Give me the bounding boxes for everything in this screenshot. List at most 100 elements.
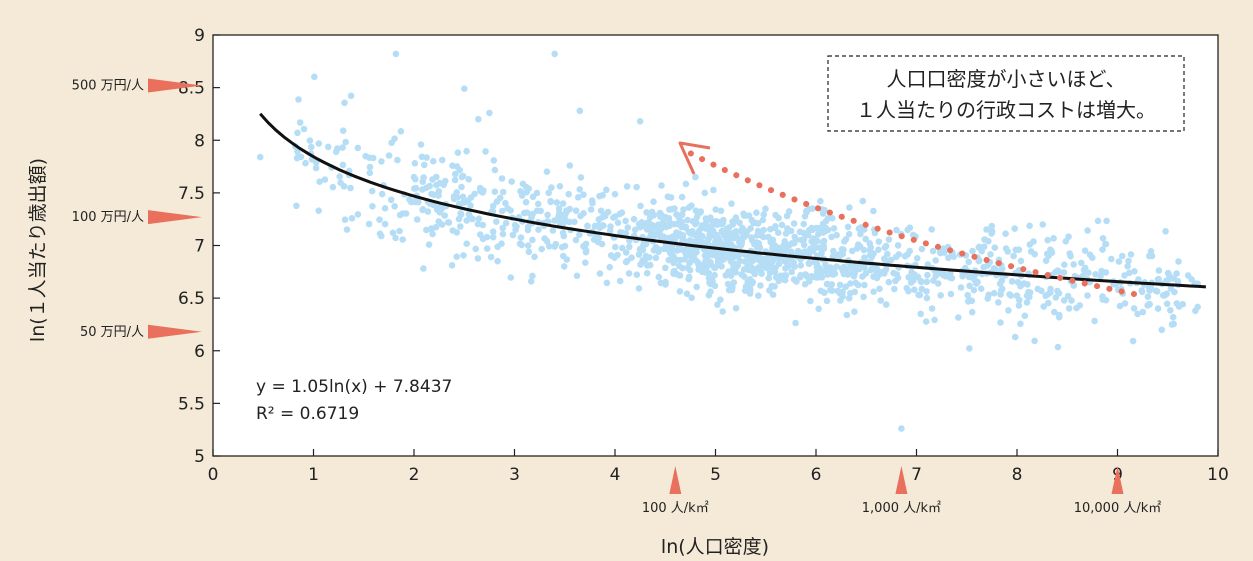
data-point: [483, 245, 491, 252]
data-point: [1038, 287, 1045, 295]
data-point: [646, 261, 654, 269]
data-point: [531, 253, 538, 261]
data-point: [336, 173, 344, 180]
data-point: [1002, 245, 1010, 252]
x-marker-arrow: [1111, 466, 1124, 494]
data-point: [376, 216, 383, 223]
data-point: [881, 256, 889, 264]
data-point: [1155, 267, 1163, 274]
data-point: [805, 259, 813, 267]
data-point: [791, 233, 798, 241]
data-point: [836, 253, 843, 260]
data-point: [747, 225, 754, 232]
data-point: [749, 266, 756, 274]
data-point: [801, 280, 809, 288]
y-marker-label: 50 万円/人: [80, 325, 144, 340]
data-point: [347, 184, 354, 192]
x-tick-label: 8: [1012, 465, 1023, 485]
data-point: [780, 276, 787, 283]
data-point: [987, 251, 994, 258]
data-point: [493, 218, 500, 225]
data-point: [671, 267, 678, 275]
data-point: [800, 220, 807, 228]
data-point: [1184, 272, 1192, 279]
data-point: [573, 272, 581, 280]
data-point: [771, 268, 779, 276]
x-tick-label: 1: [308, 465, 319, 485]
data-point: [1023, 292, 1031, 300]
data-point: [1130, 305, 1138, 312]
data-point: [489, 228, 497, 235]
data-point: [1068, 297, 1075, 304]
data-point: [450, 195, 458, 203]
data-point: [494, 257, 501, 265]
data-point: [616, 210, 623, 218]
data-point: [815, 264, 823, 272]
data-point: [1119, 252, 1126, 260]
data-point: [648, 232, 656, 240]
data-point: [775, 260, 783, 268]
data-point: [686, 266, 694, 274]
data-point: [823, 280, 831, 288]
data-point: [828, 233, 835, 241]
data-point: [648, 226, 655, 234]
data-point: [399, 236, 407, 243]
data-point: [339, 127, 347, 134]
data-point: [499, 188, 507, 196]
data-point: [1060, 297, 1068, 304]
x-tick-label: 2: [409, 465, 420, 485]
data-point: [785, 263, 792, 270]
data-point: [502, 199, 509, 207]
data-point: [599, 191, 606, 199]
data-point: [918, 245, 926, 253]
data-point: [522, 198, 530, 206]
data-point: [1125, 257, 1132, 265]
data-point: [1127, 251, 1135, 258]
data-point: [1154, 276, 1162, 283]
data-point: [312, 164, 320, 172]
data-point: [354, 211, 362, 218]
data-point: [675, 262, 683, 270]
data-point: [1084, 292, 1091, 299]
data-point: [445, 219, 453, 226]
data-point: [1115, 258, 1123, 265]
data-point: [624, 224, 632, 231]
data-point: [1131, 268, 1138, 275]
data-point: [866, 247, 874, 254]
data-point: [923, 278, 931, 286]
data-point: [686, 260, 693, 267]
data-point: [703, 218, 710, 225]
data-point: [857, 230, 864, 238]
data-point: [529, 272, 536, 280]
data-point: [843, 311, 851, 319]
data-point: [769, 258, 776, 265]
data-point: [702, 252, 710, 259]
data-point: [381, 220, 389, 228]
data-point: [682, 224, 689, 231]
data-point: [504, 205, 511, 212]
data-point: [420, 265, 427, 272]
data-point: [461, 85, 468, 92]
data-point: [718, 263, 725, 270]
data-point: [705, 235, 712, 243]
data-point: [877, 297, 884, 304]
data-point: [324, 143, 332, 151]
data-point: [1102, 296, 1110, 304]
data-point: [295, 96, 302, 103]
data-point: [425, 241, 433, 248]
data-point: [413, 216, 421, 223]
data-point: [822, 224, 829, 231]
data-point: [587, 206, 595, 213]
data-point: [820, 242, 827, 250]
data-point: [458, 173, 466, 181]
data-point: [692, 173, 699, 181]
data-point: [572, 207, 580, 214]
data-point: [1121, 300, 1129, 307]
data-point: [396, 211, 404, 219]
data-point: [646, 254, 653, 261]
data-point: [705, 291, 713, 299]
data-point: [614, 219, 622, 226]
data-point: [1099, 246, 1106, 253]
data-point: [782, 230, 790, 237]
data-point: [794, 247, 802, 255]
